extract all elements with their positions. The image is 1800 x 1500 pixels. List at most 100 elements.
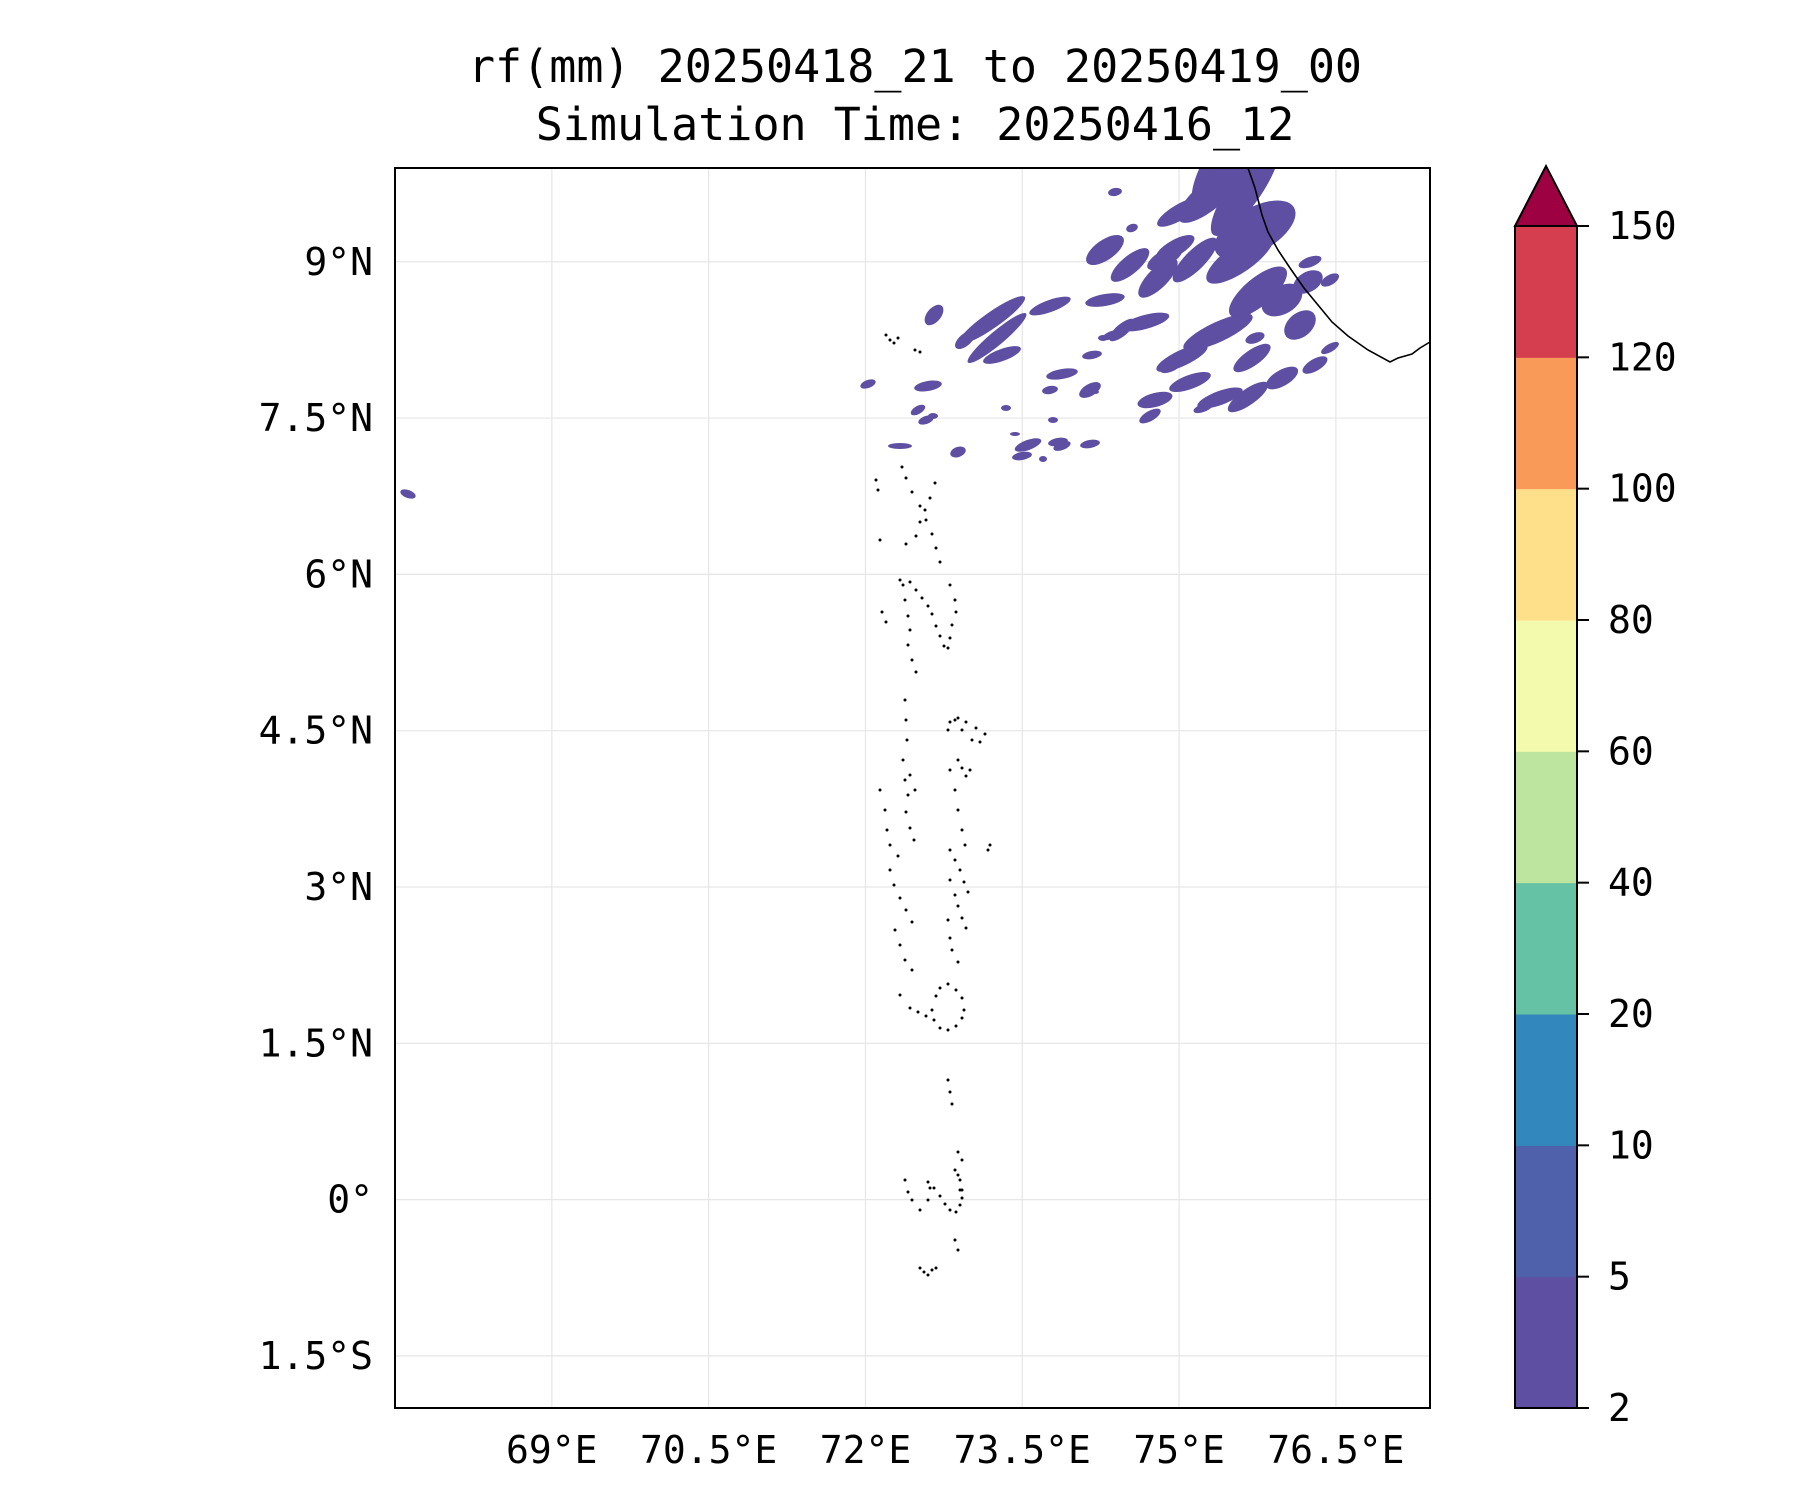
rainfall-patch [1080,439,1100,449]
island-dot [954,988,958,992]
island-dot [928,1186,932,1190]
island-dot [946,1078,950,1082]
island-dot [903,1178,907,1182]
island-dot [906,793,910,797]
rainfall-patch [924,304,944,326]
island-dot [950,948,954,952]
colorbar-tick-label: 60 [1608,729,1654,773]
rainfall-patch [1206,232,1274,284]
island-dot [962,880,966,884]
island-dot [874,478,878,482]
rainfall-patch [1233,343,1271,373]
island-dot [948,583,952,587]
rainfall-patch [950,446,966,458]
rainfall-patch [1261,283,1303,317]
island-dot [956,960,960,964]
rainfall-patch [1014,438,1042,452]
lat-tick-label: 7.5°N [259,396,373,440]
island-dot [960,1196,964,1200]
island-dot [938,986,942,990]
map-gridlines [395,168,1430,1408]
rainfall-patch [1172,237,1218,283]
rainfall-patch [1046,368,1078,380]
island-dot [926,1273,930,1277]
colorbar-segment [1515,751,1577,884]
island-dot [892,883,896,887]
rainfall-patch [1108,187,1122,197]
rainfall-patch [400,489,416,499]
colorbar-tick-label: 150 [1608,204,1677,248]
rainfall-patch [1001,405,1011,411]
island-dot [960,996,964,1000]
coastline [1247,168,1430,363]
island-dot [954,610,958,614]
island-dot [953,858,957,862]
rainfall-patch [1085,293,1125,307]
island-dot [906,1190,910,1194]
island-dot [946,918,950,922]
island-dot [908,826,912,830]
lat-tick-label: 9°N [304,240,373,284]
island-dot [912,838,916,842]
island-dot [960,1016,964,1020]
rainfall-patch [1042,385,1058,395]
island-dot [898,943,902,947]
island-dot [898,578,902,582]
rainfall-patch [860,379,876,389]
island-dot [964,774,968,778]
island-dot [943,1202,947,1206]
island-dot [926,1180,930,1184]
island-dot [938,560,942,564]
island-dot [900,465,904,469]
lat-tick-label: 6°N [304,552,373,596]
rainfall-patch [1227,381,1269,413]
island-dot [953,598,957,602]
island-dot [896,854,900,858]
colorbar-tick-label: 10 [1608,1123,1654,1167]
figure-subtitle: Simulation Time: 20250416_12 [535,98,1295,151]
rainfall-patch [1147,245,1183,271]
island-dot [898,896,902,900]
map-content [400,168,1430,1277]
island-dot [888,868,892,872]
island-dot [950,1102,954,1106]
island-dot [978,740,982,744]
island-dot [922,1270,926,1274]
island-dot [960,1158,964,1162]
rainfall-patch [1137,391,1173,409]
rainfall-patch [888,443,912,449]
island-dot [930,532,934,536]
island-dot [954,1024,958,1028]
island-dot [918,520,922,524]
figure-title: rf(mm) 20250418_21 to 20250419_00 [467,40,1363,93]
island-dot [946,728,950,732]
rainfall-patch [1228,266,1288,318]
rainfall-patch [955,331,975,349]
island-dot [953,1168,957,1172]
island-dot [956,1248,960,1252]
rainfall-patch [1302,356,1328,374]
island-dot [906,643,910,647]
island-dot [948,1090,952,1094]
atoll-islands [874,333,992,1277]
rainfall-patch [1079,382,1101,398]
rainfall-patch [1110,248,1150,282]
island-dot [883,808,887,812]
rainfall-patch [1193,402,1213,414]
island-dot [904,810,908,814]
island-dot [954,1210,958,1214]
island-dot [914,588,918,592]
island-dot [892,341,896,345]
island-dot [946,982,950,986]
island-dot [926,1198,930,1202]
rainfall-patch [1160,362,1180,374]
rainfall-patch [1029,296,1071,316]
colorbar-segment [1515,882,1577,1015]
island-dot [962,1008,966,1012]
island-dot [918,504,922,508]
island-dot [960,766,964,770]
island-dot [953,718,957,722]
island-dot [938,1026,942,1030]
rainfall-patch [1138,258,1178,298]
rainfall-patch [1053,441,1071,451]
